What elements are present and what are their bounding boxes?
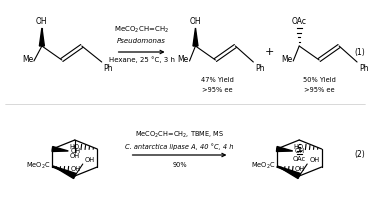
Text: Pseudomonas: Pseudomonas bbox=[117, 38, 166, 44]
Text: >95% ee: >95% ee bbox=[202, 87, 233, 93]
Text: 47% Yield: 47% Yield bbox=[201, 77, 234, 83]
Text: MeO$_2$C: MeO$_2$C bbox=[26, 161, 51, 171]
Text: Ph: Ph bbox=[359, 64, 368, 73]
Text: +: + bbox=[265, 47, 274, 57]
Text: OH: OH bbox=[70, 148, 81, 154]
Text: OH: OH bbox=[70, 166, 81, 172]
Text: C. antarctica lipase A, 40 °C, 4 h: C. antarctica lipase A, 40 °C, 4 h bbox=[125, 144, 234, 150]
Text: OH: OH bbox=[85, 157, 95, 163]
Text: HO: HO bbox=[293, 144, 304, 150]
Text: Hexane, 25 °C, 3 h: Hexane, 25 °C, 3 h bbox=[109, 57, 175, 63]
Text: OAc: OAc bbox=[293, 156, 306, 162]
Text: Me: Me bbox=[281, 56, 292, 64]
Polygon shape bbox=[52, 146, 68, 151]
Text: Me: Me bbox=[178, 56, 189, 64]
Polygon shape bbox=[276, 146, 293, 151]
Text: OH: OH bbox=[36, 17, 48, 26]
Text: OAc: OAc bbox=[292, 17, 307, 26]
Polygon shape bbox=[39, 28, 45, 46]
Text: >95% ee: >95% ee bbox=[304, 87, 335, 93]
Text: MeO$_2$C: MeO$_2$C bbox=[251, 161, 275, 171]
Text: MeCO$_2$CH=CH$_2$, TBME, MS: MeCO$_2$CH=CH$_2$, TBME, MS bbox=[135, 130, 224, 140]
Text: OH: OH bbox=[309, 157, 319, 163]
Polygon shape bbox=[277, 166, 301, 178]
Text: HO: HO bbox=[69, 144, 79, 150]
Text: OH: OH bbox=[295, 166, 305, 172]
Text: (2): (2) bbox=[354, 151, 365, 160]
Text: Ph: Ph bbox=[255, 64, 265, 73]
Polygon shape bbox=[53, 166, 76, 178]
Text: Ph: Ph bbox=[104, 64, 113, 73]
Text: (1): (1) bbox=[354, 47, 365, 57]
Text: OH: OH bbox=[190, 17, 201, 26]
Text: MeCO$_2$CH=CH$_2$: MeCO$_2$CH=CH$_2$ bbox=[114, 25, 169, 35]
Text: OH: OH bbox=[295, 148, 305, 154]
Polygon shape bbox=[193, 28, 198, 46]
Text: 90%: 90% bbox=[172, 162, 187, 168]
Text: 50% Yield: 50% Yield bbox=[303, 77, 336, 83]
Text: OH: OH bbox=[70, 153, 80, 159]
Text: Me: Me bbox=[22, 56, 33, 64]
